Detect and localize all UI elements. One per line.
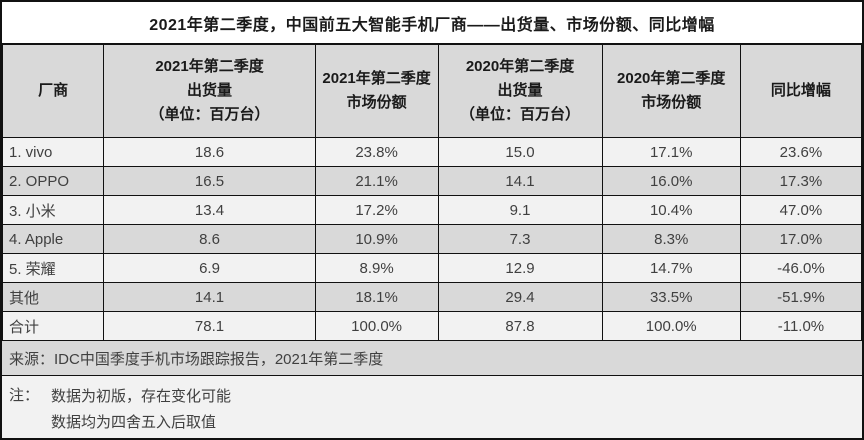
shipments-2021-cell: 6.9 — [103, 253, 316, 283]
vendor-cell: 3. 小米 — [2, 195, 105, 225]
header-yoy: 同比增幅 — [739, 44, 862, 138]
share-2020-cell: 33.5% — [601, 282, 741, 312]
figure-title: 2021年第二季度，中国前五大智能手机厂商——出货量、市场份额、同比增幅 — [2, 2, 862, 44]
shipments-2021-cell: 78.1 — [103, 311, 316, 341]
share-2020-cell: 14.7% — [601, 253, 741, 283]
vendor-cell: 5. 荣耀 — [2, 253, 105, 283]
share-2021-cell: 18.1% — [314, 282, 439, 312]
footnote-line-1: 数据为初版，存在变化可能 — [51, 388, 232, 405]
yoy-cell: -11.0% — [739, 311, 862, 341]
table-row-others: 其他 14.1 18.1% 29.4 33.5% -51.9% — [2, 282, 862, 312]
header-row: 厂商 2021年第二季度 出货量 （单位：百万台） 2021年第二季度 市场份额… — [2, 44, 862, 138]
shipments-2020-cell: 87.8 — [437, 311, 603, 341]
vendor-cell: 2. OPPO — [2, 166, 105, 196]
shipments-2021-cell: 13.4 — [103, 195, 316, 225]
share-2020-cell: 8.3% — [601, 224, 741, 254]
shipments-2020-cell: 29.4 — [437, 282, 603, 312]
table-row-honor: 5. 荣耀 6.9 8.9% 12.9 14.7% -46.0% — [2, 253, 862, 283]
vendor-cell: 1. vivo — [2, 137, 105, 167]
share-2021-cell: 23.8% — [314, 137, 439, 167]
header-vendor: 厂商 — [2, 44, 105, 138]
footnote-line-2: 数据均为四舍五入后取值 — [51, 414, 217, 432]
shipments-2020-cell: 7.3 — [437, 224, 603, 254]
share-2020-cell: 100.0% — [601, 311, 741, 341]
table-row-xiaomi: 3. 小米 13.4 17.2% 9.1 10.4% 47.0% — [2, 195, 862, 225]
shipments-2020-cell: 12.9 — [437, 253, 603, 283]
header-share-2020: 2020年第二季度 市场份额 — [601, 44, 741, 138]
share-2021-cell: 17.2% — [314, 195, 439, 225]
share-2021-cell: 10.9% — [314, 224, 439, 254]
share-2021-cell: 21.1% — [314, 166, 439, 196]
yoy-cell: -46.0% — [739, 253, 862, 283]
shipments-2021-cell: 16.5 — [103, 166, 316, 196]
footnote: 注： 数据为初版，存在变化可能 数据均为四舍五入后取值 — [2, 376, 862, 438]
shipments-2021-cell: 14.1 — [103, 282, 316, 312]
shipments-2021-cell: 8.6 — [103, 224, 316, 254]
yoy-cell: 17.0% — [739, 224, 862, 254]
footnote-label: 注： — [9, 387, 40, 404]
share-2021-cell: 8.9% — [314, 253, 439, 283]
shipments-2020-cell: 14.1 — [437, 166, 603, 196]
share-2020-cell: 17.1% — [601, 137, 741, 167]
vendor-data-table: 厂商 2021年第二季度 出货量 （单位：百万台） 2021年第二季度 市场份额… — [2, 44, 862, 341]
source-note: 来源：IDC中国季度手机市场跟踪报告，2021年第二季度 — [2, 341, 862, 376]
yoy-cell: -51.9% — [739, 282, 862, 312]
table-row-total: 合计 78.1 100.0% 87.8 100.0% -11.0% — [2, 311, 862, 341]
share-2020-cell: 10.4% — [601, 195, 741, 225]
yoy-cell: 23.6% — [739, 137, 862, 167]
header-shipments-2020: 2020年第二季度 出货量 （单位：百万台） — [437, 44, 603, 138]
share-2021-cell: 100.0% — [314, 311, 439, 341]
table-row-oppo: 2. OPPO 16.5 21.1% 14.1 16.0% 17.3% — [2, 166, 862, 196]
yoy-cell: 17.3% — [739, 166, 862, 196]
share-2020-cell: 16.0% — [601, 166, 741, 196]
header-shipments-2021: 2021年第二季度 出货量 （单位：百万台） — [103, 44, 316, 138]
table-row-apple: 4. Apple 8.6 10.9% 7.3 8.3% 17.0% — [2, 224, 862, 254]
table-row-vivo: 1. vivo 18.6 23.8% 15.0 17.1% 23.6% — [2, 137, 862, 167]
header-share-2021: 2021年第二季度 市场份额 — [314, 44, 439, 138]
yoy-cell: 47.0% — [739, 195, 862, 225]
vendor-cell: 合计 — [2, 311, 105, 341]
shipments-2020-cell: 15.0 — [437, 137, 603, 167]
shipments-2020-cell: 9.1 — [437, 195, 603, 225]
footnote-lines: 数据为初版，存在变化可能 数据均为四舍五入后取值 — [51, 384, 231, 437]
vendor-cell: 其他 — [2, 282, 105, 312]
vendor-cell: 4. Apple — [2, 224, 105, 254]
shipments-2021-cell: 18.6 — [103, 137, 316, 167]
